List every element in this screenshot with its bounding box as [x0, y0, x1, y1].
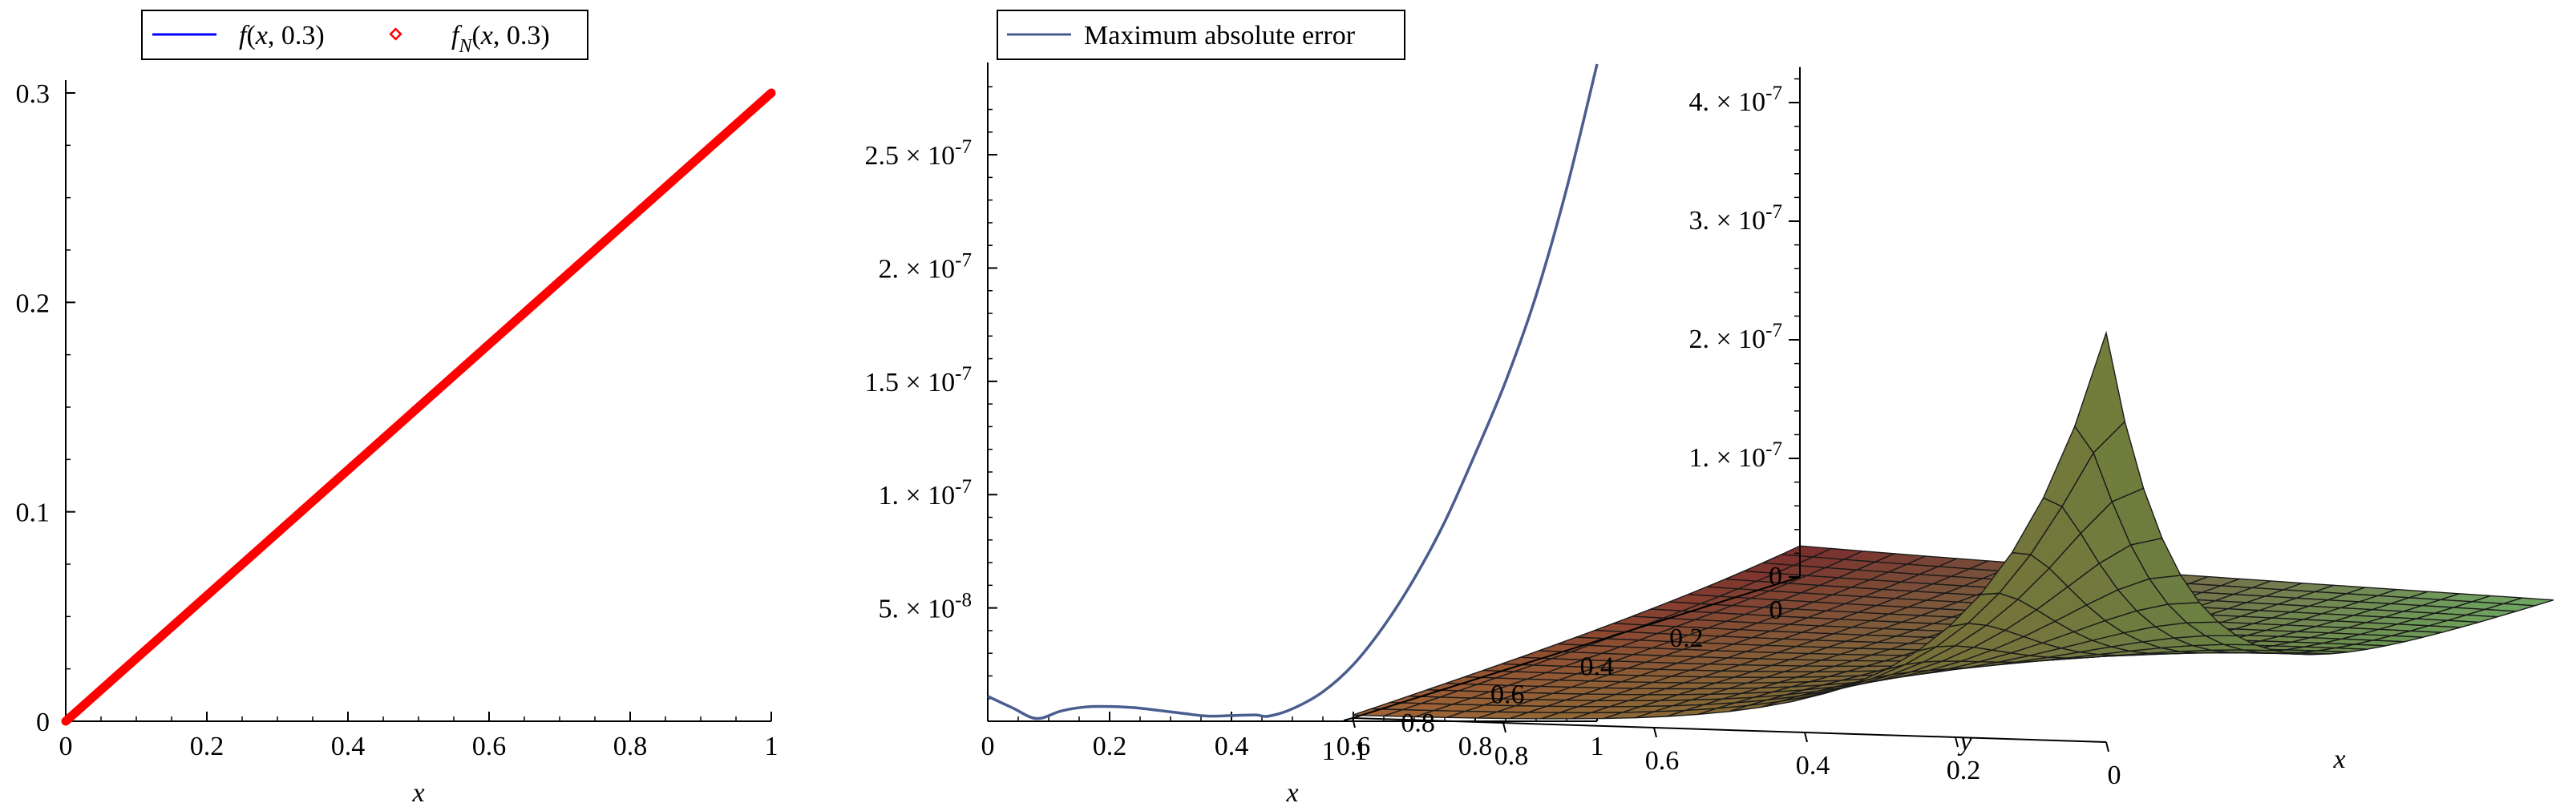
series-max-error-line	[987, 63, 1599, 720]
panel-1-y-tick-label: 0.2	[16, 288, 51, 318]
panel-2-x-tick-label: 1	[1591, 732, 1604, 761]
panel-3-z-tick-label: 4. × 10-7	[1688, 83, 1782, 117]
panel-1-x-tick-label: 0.6	[472, 732, 507, 761]
panel-1-x-tick-label: 0.8	[613, 732, 648, 761]
panel-3-y-tick	[1612, 632, 1622, 637]
surface-patch	[2074, 330, 2126, 454]
panel-3-x-tick-label: 0.4	[1796, 751, 1830, 781]
panel-3-x-tick	[1804, 732, 1808, 743]
panel-3-x-tick	[1653, 727, 1657, 738]
panel-3-x-tick	[1502, 722, 1506, 733]
panel-1-y-tick-label: 0.3	[16, 79, 51, 109]
panel-3-y-axis	[1352, 576, 1801, 719]
panel-3-z-tick-label: 2. × 10-7	[1688, 320, 1782, 354]
panel-3-x-tick-label: 0	[2108, 761, 2121, 790]
panel-2-y-tick-label: 1.5 × 10-7	[864, 363, 972, 397]
panel-3-y-tick-label: 1	[1322, 736, 1336, 766]
panel-2-x-tick-label: 0	[981, 732, 995, 761]
panel-2-y-tick-label: 2.5 × 10-7	[864, 136, 972, 171]
panel-2-x-tick-label: 0.8	[1458, 732, 1493, 761]
panel-3-x-axis-title: x	[2332, 744, 2345, 774]
panel-3-x-tick-label: 0.2	[1947, 756, 1981, 785]
panel-1-legend: f(x, 0.3) fN(x, 0.3)	[141, 10, 588, 60]
panel-2-x-tick-label: 0.6	[1337, 732, 1371, 761]
panel-3-x-axis	[1352, 717, 2107, 743]
panel-3-y-tick-label: 0	[1769, 595, 1783, 625]
panel-3-z-tick-label: 3. × 10-7	[1688, 201, 1782, 236]
series-fN-points	[61, 88, 776, 726]
panel-1-x-tick-label: 0.4	[331, 732, 366, 761]
panel-2-x-tick-label: 0.4	[1215, 732, 1249, 761]
panel-3-x-tick	[1352, 717, 1356, 728]
panel-2-y-tick-label: 2. × 10-7	[878, 249, 972, 284]
panel-1-y-tick-label: 0.1	[16, 498, 51, 528]
panel-1-x-tick-label: 0.2	[190, 732, 224, 761]
legend-label-error: Maximum absolute error	[1084, 21, 1356, 50]
panel-2-y-tick-label: 5. × 10-8	[878, 590, 972, 624]
panel-3-y-tick	[1522, 660, 1532, 665]
panel-1-chart: f(x, 0.3) fN(x, 0.3) 0 0.2 0.4 0.6 0.8 1 0 0.1 0…	[16, 10, 778, 808]
legend-swatch-fN	[389, 27, 402, 41]
panel-1-x-tick-label: 1	[765, 732, 778, 761]
panel-3-y-tick-label: 0.6	[1490, 680, 1525, 710]
panel-3-z-tick-label: 1. × 10-7	[1688, 438, 1782, 473]
panel-2-x-axis-title: x	[1285, 778, 1298, 808]
panel-3-y-tick	[1343, 717, 1353, 721]
panel-3-x-tick	[1955, 736, 1959, 748]
panel-3-y-tick-label: 0.2	[1669, 623, 1704, 653]
panel-2-chart: Maximum absolute error 0 0.2 0.4 0.6 0.8 1 5. …	[864, 10, 1604, 808]
panel-3-y-axis-title: y	[1957, 727, 1972, 757]
panel-3-x-tick-label: 0.8	[1494, 741, 1529, 771]
panel-3-chart: 0 1. × 10-7 2. × 10-7 3. × 10-7 4. × 10-7 0 0.…	[1322, 67, 2554, 790]
panel-3-x-tick	[2105, 741, 2109, 752]
panel-3-y-tick-label: 0.8	[1401, 708, 1435, 738]
panel-3-x-tick-label: 0.6	[1645, 746, 1680, 776]
panel-3-y-tick	[1701, 604, 1711, 609]
panel-2-y-tick-label: 1. × 10-7	[878, 476, 972, 510]
panel-3-y-tick	[1790, 576, 1801, 580]
panel-3-y-tick-label: 0.4	[1580, 652, 1615, 681]
legend-label-f: f(x, 0.3)	[239, 21, 325, 50]
panel-1-y-tick-label: 0	[36, 708, 50, 737]
panel-2-legend: Maximum absolute error	[997, 10, 1405, 60]
panel-2-x-tick-label: 0.2	[1093, 732, 1127, 761]
panel-1-x-tick-label: 0	[59, 732, 73, 761]
panel-3-x-tick-label: 1	[1354, 736, 1368, 766]
panel-3-y-tick	[1433, 688, 1442, 693]
panel-1-x-axis-title: x	[411, 778, 424, 808]
